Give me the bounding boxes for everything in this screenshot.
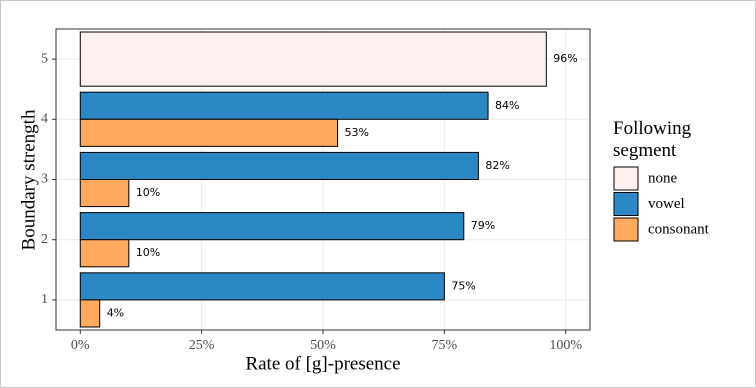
- value-label: 4%: [107, 306, 124, 319]
- value-label: 84%: [495, 99, 519, 112]
- x-tick-label: 100%: [549, 338, 582, 353]
- y-tick-label: 2: [41, 232, 48, 247]
- bar: [79, 212, 465, 241]
- value-label: 79%: [471, 219, 495, 232]
- x-axis-title: Rate of [g]-presence: [245, 353, 400, 374]
- bar: [79, 91, 489, 120]
- value-label: 53%: [345, 126, 369, 139]
- x-tick-label: 50%: [310, 338, 336, 353]
- legend-key: [613, 192, 639, 216]
- bar: [79, 31, 547, 87]
- legend-label: vowel: [648, 196, 685, 212]
- legend-key: [613, 217, 639, 242]
- y-tick-label: 5: [41, 51, 48, 66]
- value-label: 75%: [451, 279, 475, 292]
- value-label: 82%: [485, 159, 509, 172]
- y-tick-label: 3: [41, 172, 48, 187]
- bar: [79, 179, 130, 208]
- x-tick-label: 75%: [432, 338, 458, 353]
- bar: [79, 299, 101, 328]
- value-label: 10%: [136, 246, 160, 259]
- bar: [79, 118, 339, 147]
- x-tick-label: 0%: [71, 338, 90, 353]
- legend-label: consonant: [648, 221, 710, 237]
- y-tick-label: 1: [41, 292, 48, 307]
- legend-key: [613, 166, 639, 191]
- bar: [79, 239, 130, 268]
- value-label: 10%: [136, 186, 160, 199]
- legend-label: none: [648, 170, 678, 186]
- y-axis-title: Boundary strength: [18, 109, 39, 250]
- x-tick-label: 25%: [189, 338, 215, 353]
- value-label: 96%: [553, 52, 577, 65]
- plot-border: [55, 28, 591, 331]
- y-tick-label: 4: [41, 112, 48, 127]
- bar: [79, 272, 445, 301]
- legend-title: Following segment: [613, 118, 692, 161]
- bar: [79, 151, 479, 181]
